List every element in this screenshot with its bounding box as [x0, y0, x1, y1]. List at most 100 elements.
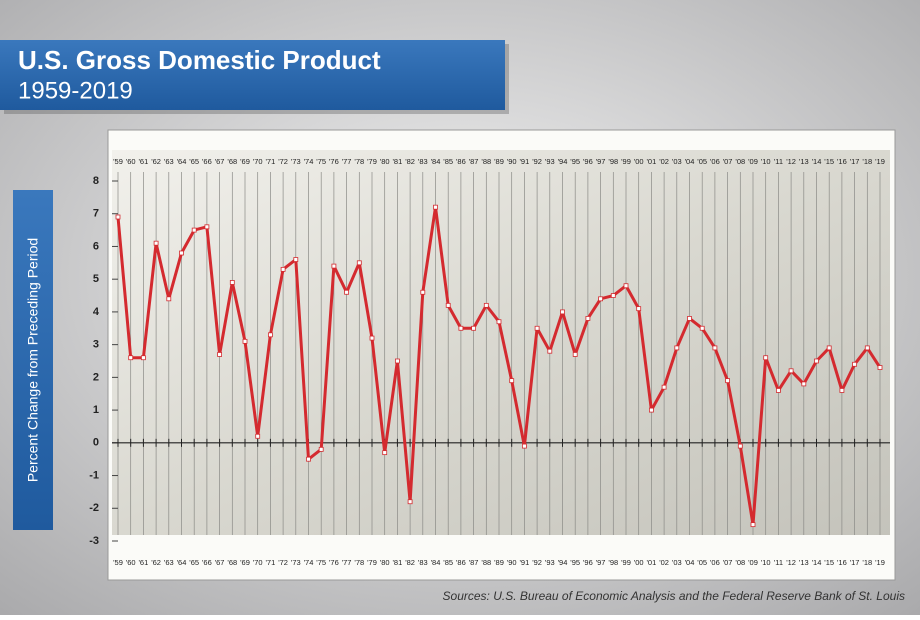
data-point	[801, 381, 807, 387]
x-tick-label: '59	[113, 558, 123, 567]
data-point	[522, 443, 527, 449]
data-point	[267, 332, 273, 338]
x-tick-label: '69	[240, 558, 250, 567]
x-tick-label-top: '13	[799, 157, 809, 166]
x-tick-label-top: '76	[329, 157, 339, 166]
plot: '59'59'60'60'61'61'62'62'63'63'64'64'65'…	[89, 157, 890, 567]
data-point	[407, 499, 413, 505]
x-tick-label: '63	[164, 558, 174, 567]
x-tick-label: '87	[469, 558, 479, 567]
data-point	[382, 450, 388, 456]
y-tick-label: 1	[93, 404, 99, 416]
data-point	[598, 296, 603, 302]
x-tick-label-top: '63	[164, 157, 174, 166]
x-tick-label-top: '84	[431, 157, 441, 166]
x-tick-label-top: '83	[418, 157, 428, 166]
data-point	[509, 378, 515, 384]
x-tick-label-top: '08	[735, 157, 745, 166]
x-tick-label: '72	[278, 558, 288, 567]
x-tick-label-top: '85	[443, 157, 453, 166]
x-tick-label-top: '98	[608, 157, 618, 166]
data-point	[712, 345, 718, 351]
x-tick-label: '61	[139, 558, 149, 567]
x-tick-label: '73	[291, 558, 301, 567]
chart-subtitle: 1959-2019	[18, 77, 133, 104]
x-tick-label-top: '00	[634, 157, 644, 166]
x-tick-label-top: '96	[583, 157, 593, 166]
y-axis-label: Percent Change from Preceding Period	[25, 238, 41, 482]
data-point	[661, 384, 667, 390]
x-tick-label: '70	[253, 558, 263, 567]
data-point	[166, 296, 172, 302]
data-point	[153, 240, 159, 246]
y-tick-label: 0	[93, 437, 99, 449]
data-point	[814, 358, 819, 364]
x-tick-label-top: '94	[558, 157, 568, 166]
data-point	[318, 446, 324, 452]
data-point	[623, 283, 629, 289]
data-point	[877, 365, 883, 370]
y-tick-label: 6	[93, 240, 99, 252]
data-point	[217, 352, 223, 357]
x-tick-label: '92	[532, 558, 542, 567]
x-tick-label-top: '93	[545, 157, 555, 166]
data-point	[204, 224, 210, 230]
x-tick-label: '91	[520, 558, 530, 567]
x-tick-label: '98	[608, 558, 618, 567]
y-tick-label: 4	[93, 306, 100, 318]
data-point	[826, 345, 832, 351]
data-point	[280, 266, 286, 272]
x-tick-label-top: '18	[862, 157, 872, 166]
data-point	[420, 289, 426, 295]
x-tick-label: '66	[202, 558, 212, 567]
data-point	[560, 309, 565, 315]
x-tick-label-top: '17	[850, 157, 860, 166]
x-tick-label: '19	[875, 558, 885, 567]
x-tick-label-top: '05	[697, 157, 707, 166]
x-tick-label: '16	[837, 558, 847, 567]
data-point	[750, 522, 756, 528]
data-point	[140, 355, 146, 361]
x-tick-label: '62	[151, 558, 161, 567]
x-tick-label-top: '10	[761, 157, 771, 166]
x-tick-label-top: '66	[202, 157, 212, 166]
x-tick-label: '96	[583, 558, 593, 567]
data-point	[179, 250, 184, 256]
x-tick-label-top: '59	[113, 157, 123, 166]
data-point	[674, 345, 680, 351]
x-tick-label: '09	[748, 558, 758, 567]
x-tick-label-top: '69	[240, 157, 250, 166]
x-tick-label: '02	[659, 558, 669, 567]
x-tick-label-top: '95	[570, 157, 580, 166]
x-tick-label-top: '78	[354, 157, 364, 166]
x-tick-label: '06	[710, 558, 720, 567]
x-tick-label: '07	[723, 558, 733, 567]
x-tick-label-top: '70	[253, 157, 263, 166]
x-tick-label-top: '87	[469, 157, 479, 166]
source: Sources: U.S. Bureau of Economic Analysi…	[443, 589, 905, 603]
x-tick-label-top: '71	[266, 157, 276, 166]
x-tick-label: '67	[215, 558, 225, 567]
x-tick-label-top: '01	[647, 157, 657, 166]
y-label-box	[13, 190, 53, 530]
x-tick-label: '11	[774, 558, 783, 567]
data-point	[852, 361, 857, 367]
x-tick-label: '88	[481, 558, 491, 567]
x-tick-label: '74	[304, 558, 314, 567]
data-point	[636, 306, 642, 312]
x-tick-label-top: '60	[126, 157, 136, 166]
x-tick-label-top: '86	[456, 157, 466, 166]
data-point	[394, 358, 400, 364]
data-point	[344, 289, 350, 295]
data-point	[763, 355, 769, 361]
x-tick-label: '64	[177, 558, 187, 567]
data-point	[610, 293, 616, 298]
x-tick-label: '76	[329, 558, 339, 567]
data-point	[242, 338, 248, 344]
y-tick-label: 2	[93, 371, 99, 383]
x-tick-label: '90	[507, 558, 517, 567]
data-point	[776, 388, 781, 393]
x-tick-label-top: '89	[494, 157, 504, 166]
x-tick-label-top: '74	[304, 157, 314, 166]
